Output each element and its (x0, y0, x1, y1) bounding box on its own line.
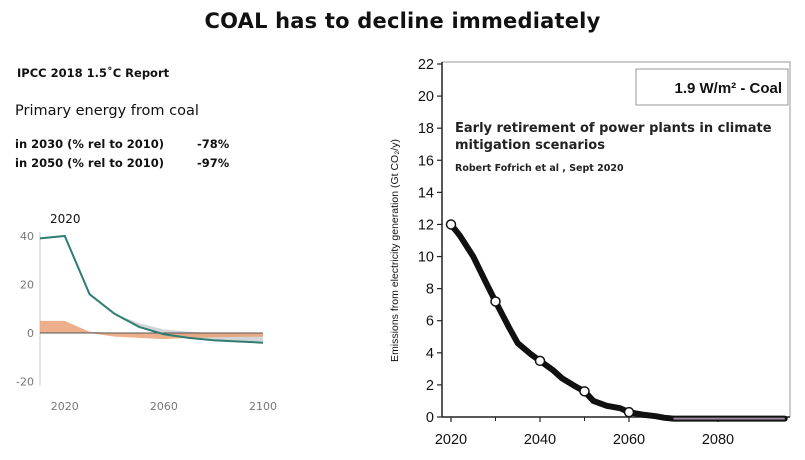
data-marker (445, 219, 457, 230)
annotation-2020: 2020 (50, 212, 81, 226)
report-label: IPCC 2018 1.5˚C Report (17, 66, 170, 80)
y-tick-label: 8 (426, 282, 434, 298)
y-tick-label: 2 (426, 378, 434, 394)
slide-title: COAL has to decline immediately (204, 9, 601, 33)
x-tick-label: 2060 (613, 432, 645, 448)
study-title: Early retirement of power plants in clim… (455, 121, 772, 153)
y-tick-label: 14 (418, 185, 434, 201)
y-tick-label: 4 (426, 346, 434, 362)
y-tick-label: 6 (426, 314, 434, 330)
orange-range-area (40, 320, 263, 340)
y-tick-label: 20 (20, 279, 34, 292)
plot-frame (441, 61, 791, 418)
y-axis-label: Emissions from electricity generation (G… (389, 139, 401, 362)
y-tick-label: 16 (418, 153, 434, 169)
x-tick-label: 2060 (150, 400, 178, 413)
median-line (39, 234, 264, 344)
y-tick-label: 0 (27, 327, 34, 340)
data-marker (490, 296, 501, 307)
x-tick-label: 2080 (702, 432, 734, 448)
data-marker (534, 355, 546, 367)
scenario-label: 1.9 W/m² - Coal (674, 80, 782, 97)
y-tick-label: 20 (418, 89, 434, 105)
scenario-box (635, 68, 789, 106)
y-tick-label: 18 (418, 121, 434, 137)
y-tick-label: -20 (16, 376, 34, 389)
x-tick-label: 2040 (524, 432, 556, 448)
y-tick-label: 40 (20, 230, 34, 243)
x-tick-label: 2020 (51, 400, 79, 413)
stat-value: -78% (197, 137, 230, 151)
y-tick-label: 22 (418, 57, 434, 73)
stat-label: in 2030 (% rel to 2010) (15, 137, 165, 151)
y-tick-label: 10 (418, 250, 434, 266)
stat-label: in 2050 (% rel to 2010) (15, 156, 165, 170)
study-author: Robert Fofrich et al , Sept 2020 (455, 163, 624, 174)
x-tick-label: 2100 (249, 400, 277, 413)
y-tick-label: 0 (426, 410, 434, 426)
energy-heading: Primary energy from coal (15, 103, 199, 119)
data-marker (623, 406, 635, 418)
stat-value: -97% (197, 156, 230, 170)
y-tick-label: 12 (418, 217, 434, 233)
data-marker (579, 386, 590, 397)
x-tick-label: 2020 (435, 432, 467, 448)
